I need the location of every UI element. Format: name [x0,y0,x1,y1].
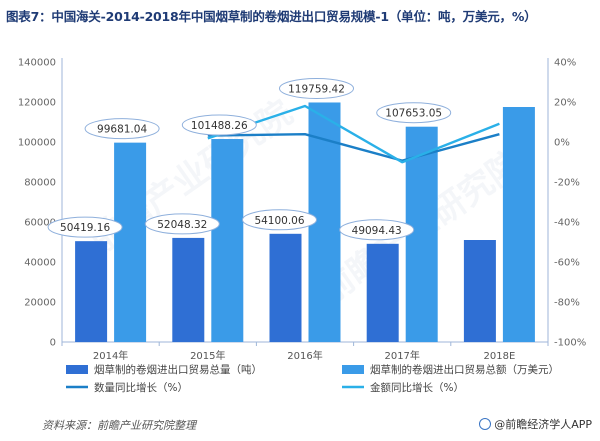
legend-label: 烟草制的卷烟进出口贸易总额（万美元） [370,363,559,376]
legend-label: 烟草制的卷烟进出口贸易总量（吨） [94,363,262,376]
x-tick-label: 2016年 [287,349,322,362]
x-tick-label: 2018E [484,351,516,362]
data-label-value: 107653.05 [385,108,442,120]
data-label-volume: 52048.32 [157,219,207,231]
brand-logo-icon [479,418,492,430]
y-tick-label: 20000 [24,298,56,309]
y-tick-label: 120000 [18,98,56,109]
data-label-value: 119759.42 [288,83,345,95]
y-tick-label: 80000 [24,178,56,189]
y2-tick-label: -40% [554,218,580,229]
data-label-bubble [144,213,220,235]
y2-tick-label: -80% [554,298,580,309]
x-tick-label: 2014年 [93,349,128,362]
data-label-bubble [376,102,452,124]
y2-tick-label: 20% [554,98,576,109]
y2-tick-label: -100% [554,338,586,349]
bar-value [502,107,535,342]
line-volume-growth [207,132,500,162]
data-label-bubble [279,77,354,99]
data-label-bubble [339,219,415,241]
legend-swatch [342,365,364,374]
data-label-value: 99681.04 [97,124,147,136]
data-label-bubble [47,216,123,238]
bar-volume [366,243,399,342]
bar-volume [269,233,302,342]
legend-swatch [66,365,88,374]
bar-volume [463,240,496,342]
data-label-bubble [84,118,160,140]
bar-volume [75,241,108,342]
x-tick-label: 2015年 [190,349,225,362]
legend-label: 数量同比增长（%） [94,381,188,394]
y-tick-label: 100000 [18,138,56,149]
line-value-growth [207,104,500,164]
y2-tick-label: 0% [554,138,570,149]
source-note: 资料来源：前瞻产业研究院整理 [42,419,196,432]
bar-value [405,126,438,342]
data-label-volume: 54100.06 [254,215,304,227]
data-label-volume: 49094.43 [352,225,402,237]
data-label-bubble [181,114,257,136]
y-tick-label: 60000 [24,218,56,229]
y-tick-label: 40000 [24,258,56,269]
brand-credit: @前瞻经济学人APP [479,416,592,432]
y2-tick-label: -60% [554,258,580,269]
legend-label: 金额同比增长（%） [370,381,464,394]
chart-title: 图表7：中国海关-2014-2018年中国烟草制的卷烟进出口贸易规模-1（单位：… [6,9,537,24]
bar-value [114,142,147,342]
data-label-bubble [242,209,317,231]
y-tick-label: 0 [50,338,56,349]
x-tick-label: 2017年 [384,349,419,362]
y-tick-label: 140000 [18,58,56,69]
y2-tick-label: -20% [554,178,580,189]
data-label-value: 101488.26 [191,120,248,132]
bar-volume [172,237,205,342]
brand-text: @前瞻经济学人APP [494,418,592,431]
data-label-volume: 50419.16 [60,222,110,234]
bar-value [211,139,244,342]
y2-tick-label: 40% [554,58,576,69]
